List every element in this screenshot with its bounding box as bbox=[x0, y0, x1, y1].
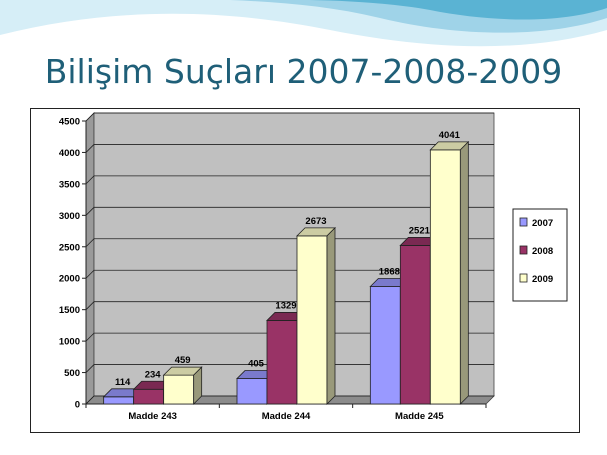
wave-line bbox=[0, 21, 607, 55]
y-tick-label: 4000 bbox=[59, 148, 80, 159]
legend-swatch bbox=[519, 273, 528, 283]
bar-side bbox=[326, 226, 336, 405]
y-tick-label: 3500 bbox=[59, 179, 80, 190]
y-tick-label: 4500 bbox=[59, 117, 80, 128]
bar-front bbox=[429, 149, 461, 405]
gridline bbox=[85, 175, 494, 185]
data-label: 2673 bbox=[305, 216, 326, 227]
data-label: 405 bbox=[248, 359, 265, 370]
y-tick-label: 3000 bbox=[59, 211, 80, 222]
bar-front bbox=[103, 396, 135, 405]
bar-2007-madde-245 bbox=[369, 277, 410, 405]
gridline bbox=[85, 269, 494, 279]
y-tick-label: 1000 bbox=[59, 337, 80, 348]
y-tick-label: 0 bbox=[75, 400, 80, 411]
bar-front bbox=[266, 320, 298, 405]
gridline bbox=[85, 364, 494, 373]
bar-front bbox=[369, 286, 401, 405]
bar-2009-madde-244 bbox=[296, 226, 336, 405]
legend-label: 2007 bbox=[532, 218, 553, 229]
y-tick-label: 2000 bbox=[59, 274, 80, 285]
gridline bbox=[85, 206, 494, 216]
bar-front bbox=[236, 378, 268, 405]
gridline bbox=[85, 238, 494, 248]
x-tick-label: Madde 244 bbox=[262, 411, 311, 422]
bar-front bbox=[296, 235, 328, 405]
bar-chart: 0 500 1000 1500 2000 2500 3000 3500 4000 4500 114 2… bbox=[59, 112, 568, 422]
y-tick-label: 1500 bbox=[59, 305, 80, 316]
data-label: 459 bbox=[175, 355, 191, 366]
gridline bbox=[85, 112, 494, 122]
legend-swatch bbox=[519, 245, 528, 255]
plot-side-wall bbox=[85, 112, 95, 405]
bar-side bbox=[193, 366, 203, 405]
data-label: 114 bbox=[115, 377, 131, 388]
wave-dark bbox=[300, 0, 607, 20]
data-label: 1329 bbox=[275, 300, 296, 311]
header-wave-decoration bbox=[0, 0, 607, 55]
data-label: 2521 bbox=[409, 225, 431, 236]
y-tick-label: 500 bbox=[64, 368, 80, 379]
bar-2009-madde-245 bbox=[429, 140, 470, 405]
bar-front bbox=[399, 245, 431, 405]
gridline bbox=[85, 301, 494, 310]
legend-label: 2008 bbox=[532, 246, 553, 257]
data-label: 4041 bbox=[439, 130, 461, 141]
bar-side bbox=[459, 140, 469, 405]
bar-front bbox=[163, 374, 195, 405]
chart-frame: 0 500 1000 1500 2000 2500 3000 3500 4000 4500 114 2… bbox=[30, 108, 580, 433]
data-label: 1868 bbox=[379, 267, 400, 278]
legend-swatch bbox=[519, 217, 528, 227]
x-tick-label: Madde 245 bbox=[395, 411, 444, 422]
x-tick-label: Madde 243 bbox=[128, 411, 177, 422]
bar-front bbox=[133, 388, 165, 405]
legend-label: 2009 bbox=[532, 274, 553, 285]
gridline bbox=[85, 144, 494, 153]
gridline bbox=[85, 332, 494, 342]
data-label: 234 bbox=[145, 369, 162, 380]
slide-title: Bilişim Suçları 2007-2008-2009 bbox=[44, 52, 563, 91]
gridline bbox=[85, 395, 494, 405]
y-tick-label: 2500 bbox=[59, 242, 80, 253]
bar-2009-madde-243 bbox=[162, 366, 203, 405]
